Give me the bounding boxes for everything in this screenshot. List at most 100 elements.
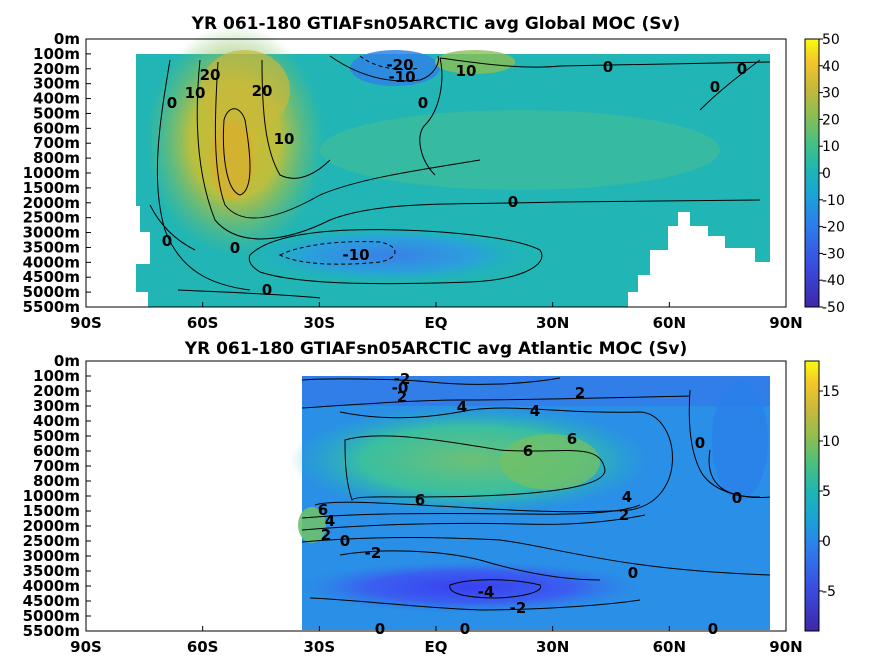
atlantic-contour — [301, 395, 691, 409]
atlantic-deep-cell — [300, 561, 640, 613]
global-contour — [261, 59, 331, 179]
global-y-tick-label: 200m — [33, 60, 80, 78]
atlantic-colorbar — [804, 360, 820, 632]
atlantic-chart-title: YR 061-180 GTIAFsn05ARCTIC avg Atlantic … — [184, 339, 687, 359]
global-deep-cell — [250, 227, 530, 283]
atlantic-contour — [301, 537, 771, 576]
global-contour — [278, 241, 396, 265]
global-x-tick-label: 90N — [769, 314, 802, 332]
atlantic-y-tick-label: 200m — [33, 382, 80, 400]
atlantic-x-tick-label: 60N — [653, 638, 686, 656]
global-contour-label: -10 — [342, 246, 369, 264]
global-y-tick-label: 800m — [33, 149, 80, 167]
atlantic-x-tick-label: 30N — [536, 638, 569, 656]
global-contour — [149, 204, 196, 251]
atlantic-y-tick-label: 400m — [33, 412, 80, 430]
atlantic-contour-label: -0 — [392, 379, 409, 397]
atlantic-contour — [301, 377, 561, 385]
atlantic-colorbar-tick-label: -5 — [822, 584, 836, 600]
global-x-tick-label: EQ — [425, 314, 448, 332]
global-y-tick-label: 700m — [33, 134, 80, 152]
global-y-tick-label: 500m — [33, 104, 80, 122]
atlantic-contour — [309, 597, 641, 611]
atlantic-y-tick-label: 1000m — [23, 487, 80, 505]
atlantic-contour-label: -2 — [394, 370, 411, 388]
atlantic-contour — [344, 435, 606, 502]
atlantic-y-tick-label: 3500m — [23, 562, 80, 580]
atlantic-contour-label: 6 — [415, 491, 425, 509]
global-chart-title: YR 061-180 GTIAFsn05ARCTIC avg Global MO… — [191, 14, 681, 34]
global-contour — [699, 59, 761, 111]
global-contour — [248, 229, 543, 285]
global-colorbar — [804, 38, 820, 308]
atlantic-y-tick-label: 700m — [33, 457, 80, 475]
atlantic-contour-label: 0 — [628, 564, 638, 582]
atlantic-contour-label: 4 — [457, 398, 467, 416]
global-colorbar-tick-label: -30 — [822, 246, 845, 262]
atlantic-contour — [314, 407, 673, 513]
global-y-tick-label: 1000m — [23, 164, 80, 182]
atlantic-contour-label: 2 — [321, 526, 331, 544]
atlantic-contour-label: -4 — [478, 583, 495, 601]
atlantic-y-tick-label: 2500m — [23, 532, 80, 550]
global-y-tick-label: 4000m — [23, 253, 80, 271]
global-y-tick-label: 600m — [33, 119, 80, 137]
global-colorbar-tick-label: 50 — [822, 32, 840, 48]
global-y-tick-label: 300m — [33, 75, 80, 93]
global-contour-label: 0 — [418, 94, 428, 112]
global-contour-label: 10 — [274, 130, 295, 148]
global-y-tick-label: 1500m — [23, 179, 80, 197]
global-contour-label: 0 — [162, 232, 172, 250]
atlantic-contour-label: 4 — [622, 488, 632, 506]
global-contour — [329, 55, 439, 82]
atlantic-contour-label: 6 — [523, 442, 533, 460]
global-contour — [177, 289, 321, 299]
global-colorbar-tick-label: -40 — [822, 273, 845, 289]
global-y-tick-label: 0m — [54, 30, 80, 48]
atlantic-contour-label: 0 — [340, 532, 350, 550]
atlantic-x-tick-label: 60S — [187, 638, 219, 656]
global-colorbar-tick-label: 10 — [822, 139, 840, 155]
atlantic-core-max — [500, 434, 600, 490]
atlantic-y-tick-label: 5500m — [23, 622, 80, 640]
global-y-tick-label: 100m — [33, 45, 80, 63]
global-field — [136, 25, 771, 307]
global-moc-panel: YR 061-180 GTIAFsn05ARCTIC avg Global MO… — [23, 14, 845, 332]
atlantic-y-tick-label: 3000m — [23, 547, 80, 565]
atlantic-contour — [339, 550, 601, 581]
atlantic-arctic-cell — [712, 380, 768, 500]
global-contour-label: 20 — [200, 66, 221, 84]
global-contour — [439, 57, 771, 68]
global-y-tick-label: 2000m — [23, 194, 80, 212]
atlantic-y-tick-label: 4000m — [23, 577, 80, 595]
global-x-tick-label: 60S — [187, 314, 219, 332]
global-colorbar-tick-label: -10 — [822, 193, 845, 209]
atlantic-contour-label: 4 — [530, 402, 540, 420]
global-contour — [222, 108, 251, 196]
global-contour-label: -20 — [386, 56, 413, 74]
atlantic-contour-label: 0 — [695, 434, 705, 452]
global-contour-label: 10 — [185, 84, 206, 102]
atlantic-western-max — [298, 507, 326, 543]
atlantic-y-tick-label: 5000m — [23, 607, 80, 625]
atlantic-y-tick-label: 800m — [33, 472, 80, 490]
global-contour-label: 0 — [262, 281, 272, 299]
global-y-tick-label: 5000m — [23, 283, 80, 301]
global-colorbar-tick-label: 40 — [822, 59, 840, 75]
global-colorbar-tick-label: 30 — [822, 86, 840, 102]
global-x-ticks: 90S 60S 30S EQ 30N 60N 90N — [70, 302, 803, 332]
global-upper-cell — [320, 110, 720, 190]
global-contour-label: 0 — [230, 239, 240, 257]
atlantic-moc-panel: YR 061-180 GTIAFsn05ARCTIC avg Atlantic … — [23, 339, 840, 656]
global-contour — [359, 55, 421, 70]
global-y-tick-label: 2500m — [23, 209, 80, 227]
atlantic-contour-label: -2 — [510, 599, 527, 617]
atlantic-colorbar-tick-label: 10 — [822, 434, 840, 450]
atlantic-colorbar-tick-label: 5 — [822, 484, 831, 500]
global-y-tick-label: 5500m — [23, 298, 80, 316]
global-y-ticks: 0m100m200m300m400m500m600m700m800m1000m1… — [23, 30, 91, 316]
atlantic-x-tick-label: EQ — [425, 638, 448, 656]
global-contour-label: 20 — [252, 82, 273, 100]
